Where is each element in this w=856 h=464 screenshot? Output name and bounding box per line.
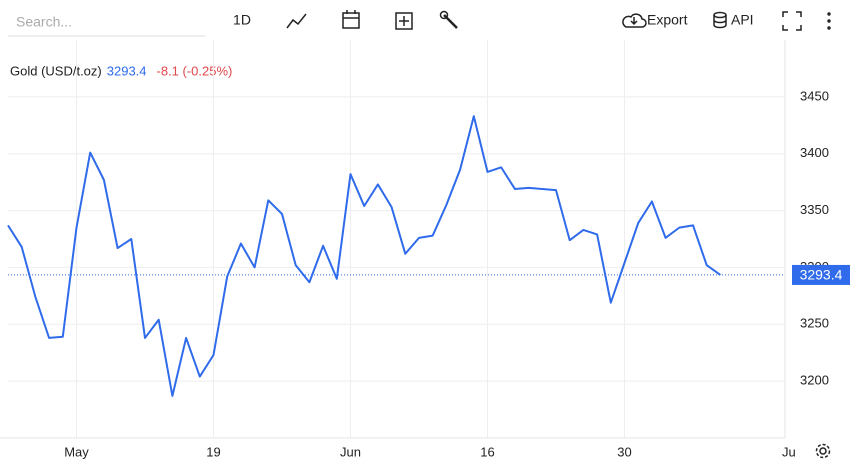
x-tick-label: Ju	[782, 444, 796, 459]
search-box[interactable]: Search...	[16, 14, 72, 30]
x-tick-label: Jun	[340, 444, 361, 459]
x-tick-label: 30	[617, 444, 631, 459]
calendar-icon[interactable]	[342, 10, 360, 29]
export-button[interactable]: Export	[647, 12, 688, 28]
settings-icon[interactable]	[815, 443, 831, 459]
x-tick-label: May	[64, 444, 89, 459]
y-tick-label: 3450	[800, 88, 829, 103]
legend-change: -8.1 (-0.25%)	[157, 63, 233, 78]
last-price-tag	[792, 264, 850, 285]
api-icon[interactable]	[713, 11, 727, 29]
y-tick-label: 3200	[800, 373, 829, 388]
interval-button[interactable]: 1D	[233, 12, 251, 28]
fullscreen-icon[interactable]	[782, 11, 802, 31]
tools-icon[interactable]	[439, 10, 458, 29]
y-tick-label: 3350	[800, 202, 829, 217]
chart-type-icon[interactable]	[286, 13, 307, 29]
x-tick-label: 16	[480, 444, 494, 459]
last-price-label: 3293.4	[800, 267, 843, 283]
export-icon[interactable]	[622, 13, 647, 28]
api-button[interactable]: API	[731, 12, 754, 28]
legend-last-value: 3293.4	[107, 63, 147, 78]
menu-icon[interactable]	[827, 12, 831, 30]
y-tick-label: 3250	[800, 316, 829, 331]
x-tick-label: 19	[206, 444, 220, 459]
legend-series-name: Gold (USD/t.oz)	[10, 63, 102, 78]
y-tick-label: 3400	[800, 145, 829, 160]
price-line	[7, 115, 721, 397]
add-indicator-icon[interactable]	[395, 12, 413, 30]
